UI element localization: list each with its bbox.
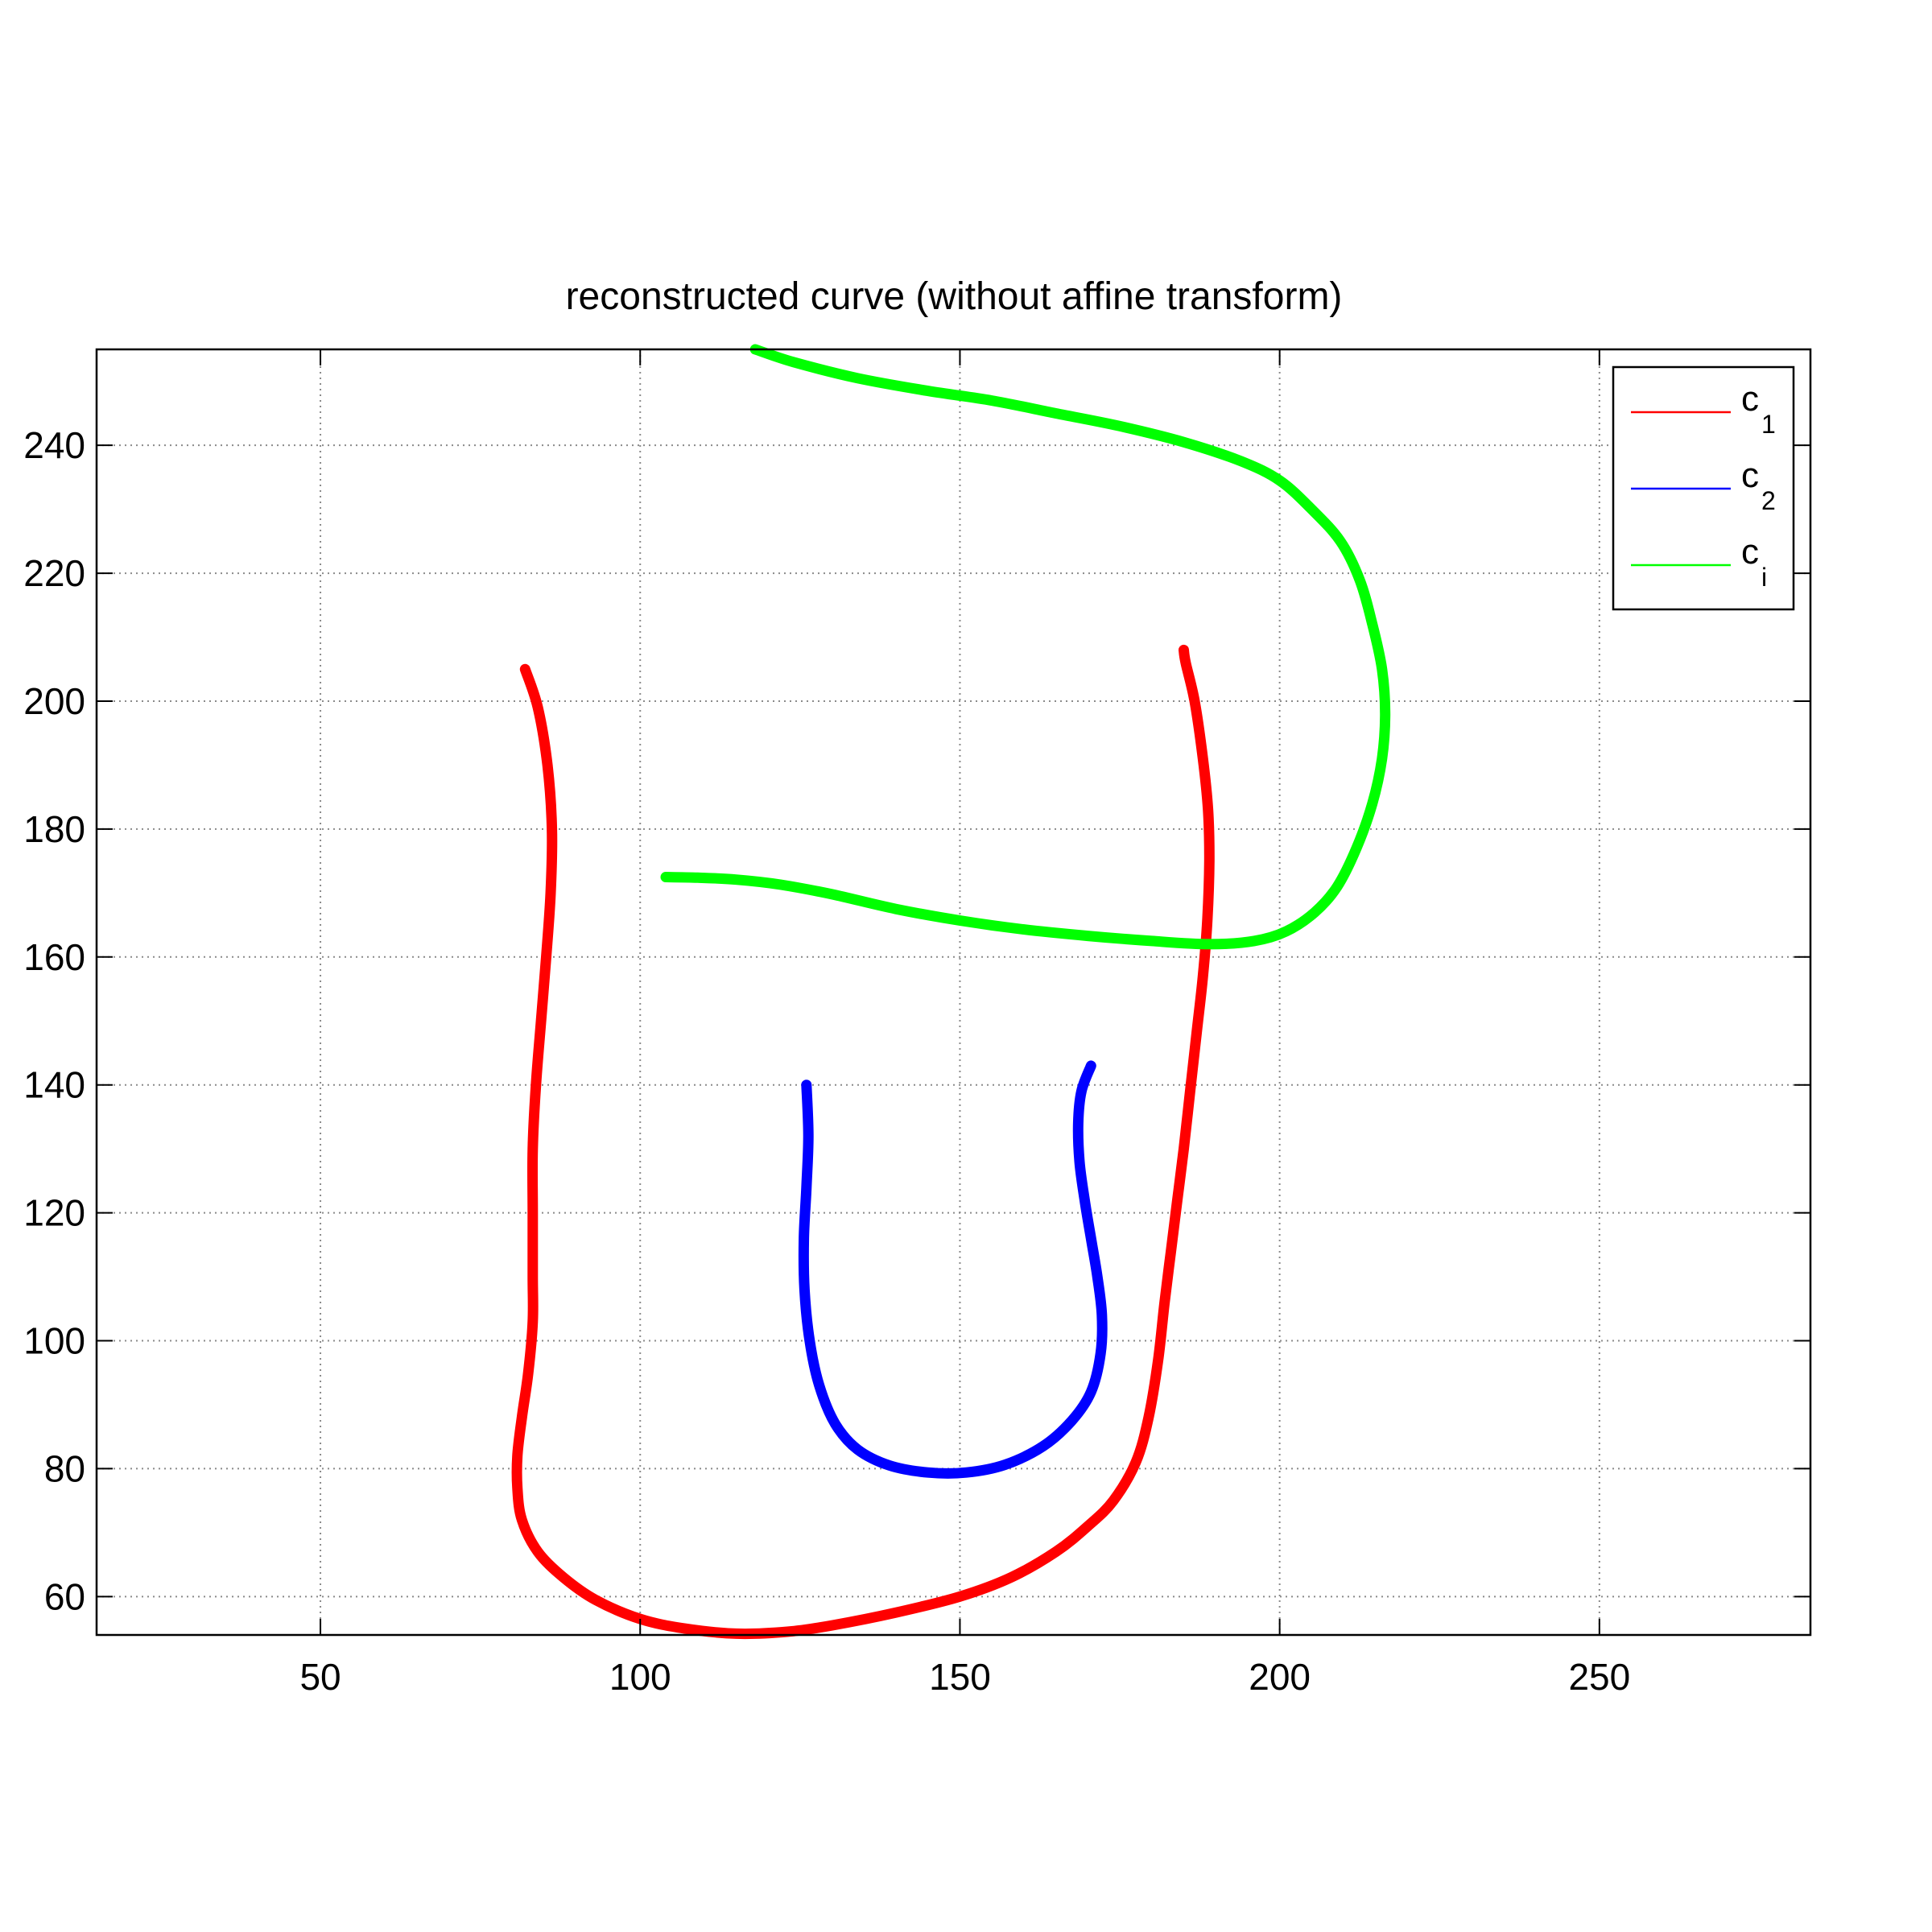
- y-tick-label-240: 240: [23, 424, 85, 466]
- x-tick-label-250: 250: [1568, 1656, 1630, 1698]
- legend-subscript-c2: 2: [1761, 486, 1776, 515]
- series-line-ci: [660, 344, 1391, 950]
- y-tick-label-100: 100: [23, 1320, 85, 1362]
- x-tick-label-100: 100: [609, 1656, 671, 1698]
- axis-ticks: 50 100 150 200 250 60 80 100 120 140 160 180 200 220 2…: [23, 349, 1810, 1698]
- y-tick-label-140: 140: [23, 1064, 85, 1106]
- series-line-c1: [511, 644, 1215, 1640]
- legend-label-ci: c: [1741, 532, 1759, 572]
- x-tick-label-150: 150: [929, 1656, 991, 1698]
- x-tick-label-200: 200: [1249, 1656, 1311, 1698]
- axes-frame: [95, 348, 1812, 1637]
- legend-label-c2: c: [1741, 456, 1759, 495]
- y-tick-label-60: 60: [44, 1575, 85, 1617]
- y-tick-label-160: 160: [23, 936, 85, 978]
- x-tick-label-50: 50: [299, 1656, 341, 1698]
- y-tick-label-200: 200: [23, 680, 85, 722]
- legend-subscript-c1: 1: [1761, 410, 1776, 439]
- series-line-c2: [798, 1060, 1108, 1479]
- y-tick-label-180: 180: [23, 808, 85, 850]
- y-tick-label-80: 80: [44, 1447, 85, 1489]
- plot-series: [511, 344, 1391, 1640]
- y-tick-label-220: 220: [23, 552, 85, 594]
- y-tick-label-120: 120: [23, 1192, 85, 1234]
- legend-subscript-ci: i: [1761, 563, 1767, 592]
- legend-label-c1: c: [1741, 379, 1759, 419]
- chart-title: reconstructed curve (without affine tran…: [566, 275, 1343, 318]
